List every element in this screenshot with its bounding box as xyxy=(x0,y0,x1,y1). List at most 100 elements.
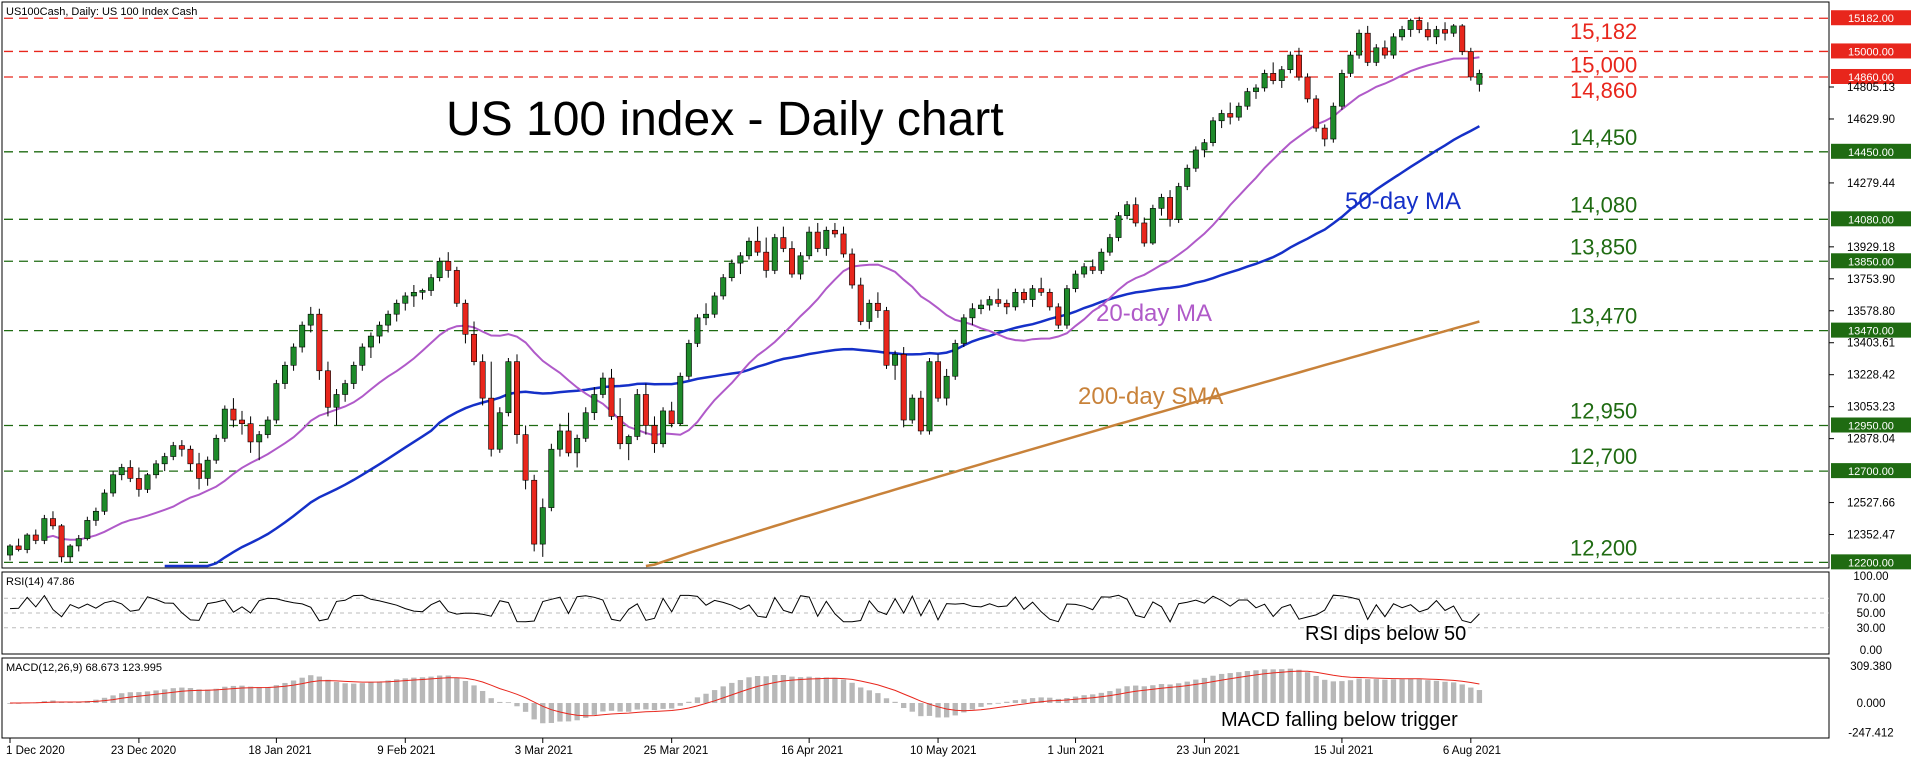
candle-body xyxy=(1442,29,1448,34)
macd-histogram-bar xyxy=(213,688,219,703)
candle-body xyxy=(496,412,503,450)
macd-histogram-bar xyxy=(1047,697,1053,703)
macd-histogram-bar xyxy=(1382,679,1388,703)
rsi-tick-label: 30.00 xyxy=(1857,623,1886,635)
macd-histogram-bar xyxy=(686,701,692,703)
macd-histogram-bar xyxy=(1064,698,1070,703)
candle-body xyxy=(1021,291,1027,300)
candle-body xyxy=(539,507,546,545)
macd-histogram-bar xyxy=(1339,681,1345,703)
candle-body xyxy=(402,295,409,304)
macd-histogram-bar xyxy=(591,703,597,715)
macd-histogram-bar xyxy=(961,703,967,713)
macd-histogram-bar xyxy=(471,685,477,703)
macd-histogram-bar xyxy=(1279,669,1285,703)
candle-body xyxy=(720,277,727,297)
macd-histogram-bar xyxy=(1107,691,1113,703)
candle-body xyxy=(135,478,142,490)
macd-histogram-bar xyxy=(479,690,486,703)
candle-body xyxy=(92,510,99,521)
candle-body xyxy=(419,290,426,293)
candle-body xyxy=(1218,113,1225,122)
candle-body xyxy=(737,255,744,264)
candle-body xyxy=(1141,222,1148,244)
candle-body xyxy=(1210,120,1216,143)
candle-body xyxy=(943,375,950,399)
macd-histogram-bar xyxy=(789,676,795,703)
macd-histogram-bar xyxy=(136,692,142,703)
macd-histogram-bar xyxy=(720,686,726,703)
y-tick-label: 14629.90 xyxy=(1847,114,1895,126)
level-label: 15,182 xyxy=(1570,19,1637,44)
candle-body xyxy=(376,324,383,337)
candle-body xyxy=(1287,54,1294,70)
macd-histogram-bar xyxy=(359,683,365,703)
candle-body xyxy=(668,410,675,424)
macd-histogram-bar xyxy=(1287,668,1294,703)
macd-histogram-bar xyxy=(952,703,958,716)
macd-histogram-bar xyxy=(986,703,993,705)
levels-layer: 15,182 15182.00 15,000 15000.00 14,860 14860.… xyxy=(4,10,1911,570)
candle-body xyxy=(660,410,667,445)
candle-body xyxy=(849,253,856,286)
candle-body xyxy=(857,284,864,322)
candle-body xyxy=(471,333,477,362)
x-tick-label: 15 Jul 2021 xyxy=(1314,745,1373,757)
macd-histogram-bar xyxy=(772,675,778,703)
macd-histogram-bar xyxy=(651,703,658,711)
macd-histogram-bar xyxy=(617,703,623,712)
candle-body xyxy=(15,545,22,550)
candle-body xyxy=(307,313,314,326)
candle-body xyxy=(746,240,752,257)
candle-body xyxy=(1424,29,1431,38)
candle-body xyxy=(531,479,538,545)
candle-body xyxy=(599,377,606,395)
macd-histogram-bar xyxy=(1450,682,1457,703)
candle-body xyxy=(900,354,907,421)
macd-histogram-bar xyxy=(1098,692,1104,703)
macd-histogram-bar xyxy=(1356,678,1362,703)
candle-body xyxy=(866,302,873,322)
candle-body xyxy=(823,229,830,249)
macd-histogram-bar xyxy=(1459,684,1465,703)
candle-body xyxy=(892,354,899,366)
macd-histogram-bar xyxy=(1201,677,1208,703)
macd-histogram-bar xyxy=(1313,675,1319,703)
y-tick-label: 14279.44 xyxy=(1847,178,1896,190)
macd-histogram-bar xyxy=(1184,681,1190,703)
macd-histogram-bar xyxy=(1175,683,1182,703)
level-label: 12,200 xyxy=(1570,535,1637,560)
macd-histogram-bar xyxy=(445,675,451,703)
candle-body xyxy=(969,308,976,319)
y-tick-label: 12878.04 xyxy=(1847,434,1896,446)
macd-histogram-bar xyxy=(1133,685,1139,703)
candle-body xyxy=(1158,197,1165,209)
macd-histogram-bar xyxy=(1218,673,1225,703)
macd-histogram-bar xyxy=(1373,679,1379,703)
y-tick-label: 13578.80 xyxy=(1847,306,1895,318)
x-tick-label: 6 Aug 2021 xyxy=(1443,745,1501,757)
candle-body xyxy=(1313,98,1320,129)
candle-body xyxy=(101,492,108,512)
candle-body xyxy=(1132,204,1139,224)
level-label: 12,700 xyxy=(1570,444,1637,469)
macd-histogram-bar xyxy=(333,681,340,703)
candle-body xyxy=(728,262,735,279)
macd-histogram-bar xyxy=(694,697,701,703)
x-tick-label: 23 Dec 2020 xyxy=(111,745,176,757)
y-tick-label: 13053.23 xyxy=(1847,402,1895,414)
macd-histogram-bar xyxy=(394,679,400,703)
candle-body xyxy=(1115,215,1122,238)
candle-body xyxy=(1081,266,1088,275)
level-axis-box xyxy=(1831,253,1911,269)
macd-histogram-bar xyxy=(1365,679,1371,703)
macd-histogram-bar xyxy=(780,674,787,703)
level-axis-box-label: 14080.00 xyxy=(1848,214,1894,226)
level-axis-box-label: 12950.00 xyxy=(1848,421,1894,433)
rsi-panel: 100.00 70.00 50.00 30.00 0.00 xyxy=(4,571,1889,657)
candle-body xyxy=(316,313,323,372)
macd-histogram-bar xyxy=(858,687,864,703)
y-tick-label: 13228.42 xyxy=(1847,370,1895,382)
candle-body xyxy=(1192,149,1199,169)
